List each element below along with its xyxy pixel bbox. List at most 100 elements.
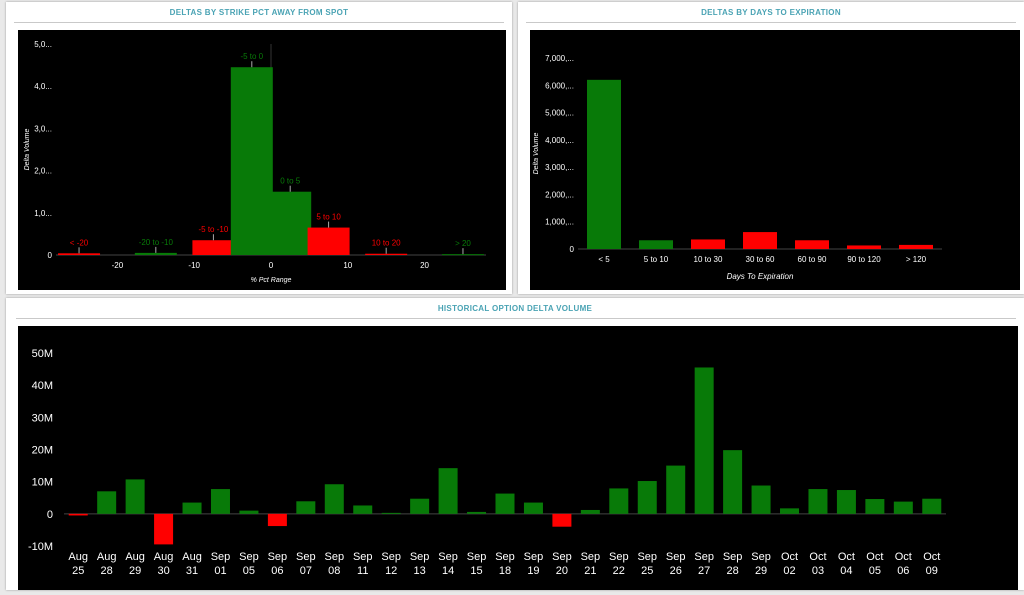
historical-bar <box>296 501 316 514</box>
strike-bar <box>192 240 235 255</box>
historical-x-tick-day: 19 <box>527 565 539 577</box>
historical-y-tick-label: 40M <box>32 380 53 392</box>
expiration-panel-title: DELTAS BY DAYS TO EXPIRATION <box>701 8 841 17</box>
historical-bar <box>922 498 942 514</box>
historical-plot: Aug 25 Aug 28 Aug 29 Aug 30 Aug 31 Sep 01 Sep 05 Sep 06… <box>18 326 1018 590</box>
expiration-y-axis-title: Delta Volume <box>533 133 540 175</box>
strike-x-axis-title: % Pct Range <box>251 277 292 284</box>
expiration-y-tick-label: 3,000,... <box>545 163 574 172</box>
historical-x-tick-month: Oct <box>781 551 798 563</box>
strike-x-tick-label: 0 <box>269 261 274 270</box>
historical-x-tick-day: 08 <box>328 565 340 577</box>
historical-x-tick-month: Sep <box>353 551 373 563</box>
historical-x-tick-day: 25 <box>641 565 653 577</box>
expiration-chart: < 5 5 to 10 10 to 30 30 to 60 60 to 90 90 to … <box>533 54 942 281</box>
historical-x-tick-day: 18 <box>499 565 511 577</box>
strike-bar <box>269 191 312 255</box>
strike-bar <box>230 67 273 256</box>
historical-bar <box>210 489 230 514</box>
historical-y-tick-label: 30M <box>32 412 53 424</box>
expiration-plot: < 5 5 to 10 10 to 30 30 to 60 60 to 90 90 to … <box>530 30 1020 290</box>
strike-y-tick-label: 0 <box>48 251 53 260</box>
strike-bar-label: -20 to -10 <box>139 238 174 247</box>
historical-x-tick-day: 21 <box>584 565 596 577</box>
historical-bar <box>552 513 572 527</box>
historical-x-tick-day: 22 <box>613 565 625 577</box>
historical-x-tick-month: Sep <box>410 551 430 563</box>
expiration-y-tick-label: 5,000,... <box>545 109 574 118</box>
historical-x-tick-month: Sep <box>495 551 515 563</box>
historical-x-tick-day: 01 <box>214 565 226 577</box>
historical-bar <box>381 512 401 514</box>
strike-panel-divider <box>14 22 504 23</box>
historical-x-tick-day: 14 <box>442 565 454 577</box>
strike-y-tick-label: 1,0... <box>34 209 52 218</box>
expiration-x-tick-label: 30 to 60 <box>746 255 775 264</box>
historical-x-tick-day: 03 <box>812 565 824 577</box>
historical-x-tick-day: 29 <box>129 565 141 577</box>
historical-bar <box>808 489 828 514</box>
strike-x-tick-label: 10 <box>343 261 352 270</box>
historical-x-tick-day: 20 <box>556 565 568 577</box>
strike-panel: DELTAS BY STRIKE PCT AWAY FROM SPOT < -2… <box>6 2 512 294</box>
expiration-x-tick-label: 90 to 120 <box>847 255 881 264</box>
historical-x-tick-day: 09 <box>926 565 938 577</box>
historical-bar <box>523 502 543 514</box>
historical-bar <box>125 479 145 514</box>
historical-x-tick-day: 31 <box>186 565 198 577</box>
expiration-bar <box>899 244 933 249</box>
historical-x-tick-month: Oct <box>809 551 826 563</box>
historical-bar <box>182 502 202 514</box>
historical-x-tick-day: 27 <box>698 565 710 577</box>
historical-bar <box>637 481 657 514</box>
historical-x-tick-month: Sep <box>609 551 629 563</box>
strike-bar-label: -5 to 0 <box>240 52 263 61</box>
historical-x-tick-month: Sep <box>438 551 458 563</box>
historical-bar <box>836 490 856 514</box>
historical-x-tick-day: 12 <box>385 565 397 577</box>
strike-y-tick-label: 4,0... <box>34 82 52 91</box>
historical-bar <box>495 493 515 514</box>
expiration-panel: DELTAS BY DAYS TO EXPIRATION < 5 5 to 10 1… <box>518 2 1024 294</box>
strike-bar <box>307 227 350 255</box>
historical-panel-divider <box>16 318 1016 319</box>
strike-chart: < -20 -20 to -10 -5 to -10 -5 to 0 0 to 5 5 t… <box>24 40 486 284</box>
historical-chart: Aug 25 Aug 28 Aug 29 Aug 30 Aug 31 Sep 01 Sep 05 Sep 06… <box>28 348 946 577</box>
historical-bar <box>751 485 771 514</box>
strike-bar-label: > 20 <box>455 239 471 248</box>
expiration-y-tick-label: 4,000,... <box>545 136 574 145</box>
historical-bar <box>467 511 487 514</box>
historical-x-tick-month: Aug <box>68 551 88 563</box>
historical-x-tick-month: Aug <box>154 551 174 563</box>
historical-bar <box>780 508 800 514</box>
strike-y-axis-title: Delta Volume <box>24 129 31 171</box>
historical-bar <box>97 491 117 514</box>
expiration-y-tick-label: 6,000,... <box>545 81 574 90</box>
expiration-panel-divider <box>526 22 1016 23</box>
strike-plot: < -20 -20 to -10 -5 to -10 -5 to 0 0 to 5 5 t… <box>18 30 506 290</box>
historical-x-tick-day: 06 <box>897 565 909 577</box>
historical-y-tick-label: 50M <box>32 348 53 360</box>
historical-y-tick-label: 0 <box>47 509 53 521</box>
historical-x-tick-month: Oct <box>923 551 940 563</box>
historical-x-tick-day: 05 <box>243 565 255 577</box>
historical-x-tick-month: Sep <box>325 551 345 563</box>
historical-x-tick-month: Oct <box>838 551 855 563</box>
historical-x-tick-day: 06 <box>271 565 283 577</box>
historical-x-tick-day: 13 <box>414 565 426 577</box>
historical-x-tick-month: Sep <box>524 551 544 563</box>
strike-bar-label: 0 to 5 <box>280 177 301 186</box>
expiration-x-tick-label: 10 to 30 <box>694 255 723 264</box>
historical-x-tick-month: Sep <box>467 551 487 563</box>
historical-x-tick-day: 05 <box>869 565 881 577</box>
historical-y-tick-label: 20M <box>32 445 53 457</box>
expiration-x-tick-label: 5 to 10 <box>644 255 669 264</box>
strike-y-tick-label: 5,0... <box>34 40 52 49</box>
historical-panel-title: HISTORICAL OPTION DELTA VOLUME <box>437 304 593 313</box>
strike-x-tick-label: -10 <box>188 261 200 270</box>
historical-y-tick-label: 10M <box>32 477 53 489</box>
historical-x-tick-day: 02 <box>783 565 795 577</box>
expiration-y-tick-label: 0 <box>570 245 575 254</box>
historical-x-tick-month: Sep <box>581 551 601 563</box>
expiration-x-axis-title: Days To Expiration <box>727 272 794 281</box>
